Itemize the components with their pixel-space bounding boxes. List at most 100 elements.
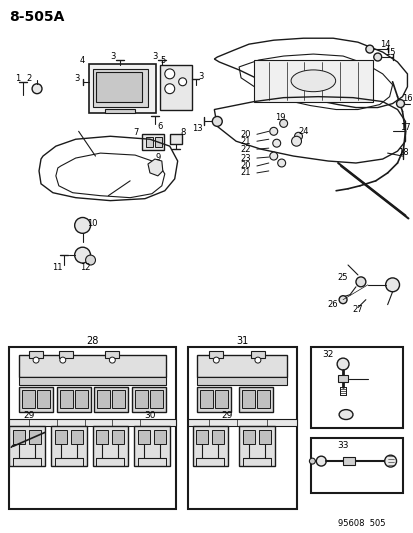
Text: 9: 9 — [155, 152, 160, 161]
Text: 95608  505: 95608 505 — [337, 519, 385, 528]
Bar — [37, 390, 50, 408]
Bar — [19, 355, 165, 377]
Text: 33: 33 — [337, 441, 348, 450]
Bar — [71, 431, 83, 445]
Bar — [342, 457, 354, 465]
Circle shape — [309, 458, 315, 464]
Bar — [196, 431, 208, 445]
Circle shape — [316, 456, 325, 466]
Bar — [74, 390, 87, 408]
Circle shape — [212, 116, 222, 126]
Bar — [253, 60, 372, 102]
Text: 20: 20 — [240, 161, 251, 171]
Text: 21: 21 — [240, 137, 251, 146]
Text: 24: 24 — [297, 127, 308, 136]
Text: 16: 16 — [401, 94, 412, 103]
Bar — [242, 390, 254, 408]
Bar — [29, 431, 41, 445]
Text: 8-505A: 8-505A — [9, 11, 64, 25]
Text: 27: 27 — [352, 305, 362, 314]
Bar — [96, 431, 108, 445]
Circle shape — [164, 69, 174, 79]
Bar — [311, 438, 403, 493]
Bar — [256, 390, 269, 408]
Bar — [19, 387, 53, 411]
Bar — [55, 431, 66, 445]
Text: 25: 25 — [337, 273, 347, 282]
Bar — [215, 390, 228, 408]
Text: 18: 18 — [397, 148, 408, 157]
Circle shape — [294, 132, 302, 140]
Bar — [112, 431, 124, 445]
Text: 21: 21 — [240, 168, 251, 177]
Circle shape — [396, 100, 404, 108]
Text: 1: 1 — [14, 74, 20, 83]
Bar — [51, 426, 86, 466]
Text: 4: 4 — [80, 55, 85, 64]
Bar — [187, 418, 296, 426]
Bar — [97, 390, 110, 408]
Bar — [258, 431, 270, 445]
Ellipse shape — [338, 410, 352, 419]
Bar — [88, 64, 156, 114]
Bar — [337, 375, 347, 382]
Text: 6: 6 — [157, 122, 162, 131]
Bar — [154, 431, 165, 445]
Bar — [57, 387, 90, 411]
Circle shape — [85, 255, 95, 265]
Text: 12: 12 — [80, 263, 90, 272]
Bar — [150, 390, 162, 408]
Circle shape — [277, 159, 285, 167]
Text: 29: 29 — [24, 411, 35, 420]
Circle shape — [279, 119, 287, 127]
Bar — [29, 351, 43, 358]
Bar — [135, 390, 147, 408]
Circle shape — [291, 136, 301, 146]
Bar — [22, 390, 35, 408]
Bar — [105, 351, 119, 358]
Bar — [212, 431, 224, 445]
Bar — [146, 138, 152, 147]
Text: 22: 22 — [240, 144, 251, 154]
Text: 14: 14 — [380, 39, 390, 49]
Bar — [197, 387, 230, 411]
Circle shape — [213, 357, 219, 363]
Bar — [209, 351, 223, 358]
Bar — [250, 351, 264, 358]
Circle shape — [32, 84, 42, 94]
Circle shape — [74, 217, 90, 233]
Bar — [134, 426, 169, 466]
Text: 3: 3 — [152, 52, 157, 61]
Bar — [197, 355, 286, 377]
Bar — [13, 431, 25, 445]
Bar — [93, 69, 147, 107]
Circle shape — [269, 152, 277, 160]
Circle shape — [338, 296, 346, 304]
Bar — [169, 134, 181, 144]
Text: 3: 3 — [110, 52, 116, 61]
Text: 32: 32 — [322, 350, 333, 359]
Bar — [138, 431, 150, 445]
Circle shape — [365, 45, 373, 53]
Bar — [238, 387, 272, 411]
Circle shape — [272, 139, 280, 147]
Bar — [105, 109, 135, 114]
Text: 13: 13 — [192, 124, 202, 133]
Text: 20: 20 — [240, 130, 251, 139]
Bar — [238, 426, 274, 466]
Circle shape — [74, 247, 90, 263]
Polygon shape — [147, 159, 162, 176]
Bar — [59, 390, 73, 408]
Text: 11: 11 — [52, 263, 63, 272]
Text: 2: 2 — [26, 74, 32, 83]
Text: 23: 23 — [240, 154, 251, 163]
Circle shape — [269, 127, 277, 135]
Bar — [9, 426, 45, 466]
Bar — [200, 390, 213, 408]
Text: 10: 10 — [87, 219, 97, 228]
Bar — [192, 426, 228, 466]
Text: 17: 17 — [399, 123, 410, 132]
Bar — [142, 134, 164, 150]
Bar — [59, 351, 73, 358]
Text: 28: 28 — [86, 336, 98, 346]
